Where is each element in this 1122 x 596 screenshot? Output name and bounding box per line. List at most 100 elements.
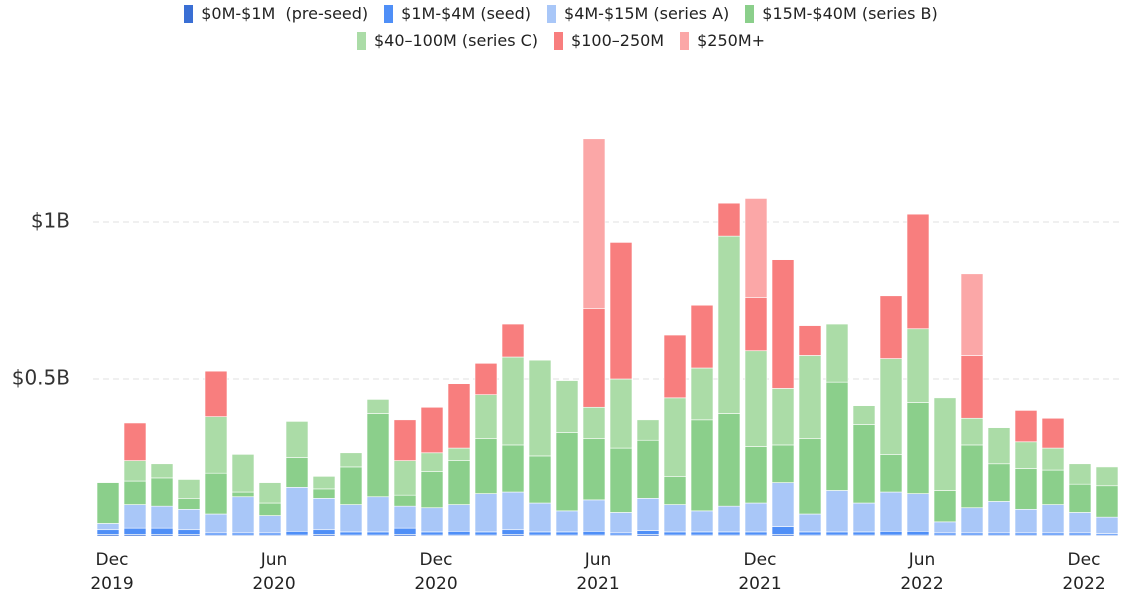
- bar-segment: [879, 530, 903, 536]
- bar-segment: [690, 367, 714, 421]
- legend-swatch: [547, 4, 557, 23]
- bar-segment: [933, 521, 957, 534]
- bar-segment: [987, 532, 1011, 536]
- bar-segment: [717, 505, 741, 533]
- bar-segment: [447, 530, 471, 536]
- bar-segment: [663, 397, 687, 477]
- bar-segment: [474, 362, 498, 395]
- bar-segment: [960, 273, 984, 356]
- bar-segment: [582, 530, 606, 536]
- bar-segment: [960, 507, 984, 534]
- bar-segment: [879, 491, 903, 532]
- bar-segment: [609, 378, 633, 449]
- x-tick-label: Jun 2022: [900, 550, 944, 594]
- bar-segment: [393, 419, 417, 461]
- bar-segment: [690, 419, 714, 512]
- bar-segment: [933, 397, 957, 491]
- bar-segment: [582, 406, 606, 439]
- bar-segment: [879, 358, 903, 455]
- bar-segment: [582, 308, 606, 408]
- bar-segment: [852, 502, 876, 533]
- bar-segment: [771, 482, 795, 527]
- bar-segment: [555, 432, 579, 512]
- bar-segment: [393, 527, 417, 535]
- bar-segment: [96, 482, 120, 524]
- bar-segment: [150, 477, 174, 507]
- bar-segment: [339, 466, 363, 505]
- bar-segment: [123, 527, 147, 535]
- bar-segment: [663, 531, 687, 536]
- bar-segment: [771, 444, 795, 483]
- bar-segment: [285, 487, 309, 532]
- bar-segment: [1014, 532, 1038, 536]
- bar-segment: [339, 452, 363, 468]
- bar-segment: [231, 454, 255, 493]
- bar-segment: [906, 402, 930, 494]
- bar-segment: [528, 359, 552, 457]
- bar-segment: [906, 530, 930, 536]
- bar-segment: [231, 496, 255, 534]
- bar-segment: [150, 463, 174, 479]
- bar-segment: [231, 532, 255, 536]
- legend-swatch: [680, 31, 690, 50]
- bar-segment: [771, 259, 795, 389]
- bar-segment: [906, 493, 930, 532]
- bar-segment: [528, 502, 552, 533]
- bar-segment: [177, 529, 201, 535]
- bar-segment: [744, 198, 768, 298]
- bar-segment: [879, 454, 903, 493]
- bar-segment: [501, 356, 525, 446]
- bar-segment: [258, 515, 282, 534]
- bar-segment: [609, 447, 633, 513]
- bar-segment: [906, 213, 930, 330]
- bar-segment: [501, 529, 525, 535]
- legend-item: $4M-$15M (series A): [547, 4, 729, 23]
- legend-item: $1M-$4M (seed): [384, 4, 531, 23]
- y-tick-label: $1B: [31, 209, 70, 233]
- bar-segment: [744, 350, 768, 447]
- legend-item: $15M-$40M (series B): [745, 4, 938, 23]
- bar-segment: [258, 532, 282, 536]
- bar-segment: [474, 531, 498, 536]
- bar-segment: [933, 490, 957, 523]
- legend-swatch: [554, 31, 564, 50]
- legend-label: $100–250M: [571, 31, 665, 50]
- x-tick-label: Jun 2021: [576, 550, 620, 594]
- bar-segment: [906, 328, 930, 403]
- bar-segment: [1095, 485, 1119, 518]
- bar-segment: [1095, 516, 1119, 534]
- bar-segment: [204, 513, 228, 534]
- legend-swatch: [184, 4, 194, 23]
- x-tick-label: Dec 2022: [1062, 550, 1106, 594]
- bar-segment: [474, 493, 498, 533]
- bar-segment: [987, 427, 1011, 465]
- bar-segment: [582, 499, 606, 532]
- bar-segment: [609, 532, 633, 536]
- legend-item: $250M+: [680, 31, 765, 50]
- bar-segment: [1041, 469, 1065, 505]
- legend-label: $250M+: [697, 31, 766, 50]
- bar-segment: [1068, 463, 1092, 485]
- bar-segment: [960, 417, 984, 446]
- x-tick-label: Dec 2019: [90, 550, 134, 594]
- bar-segment: [501, 491, 525, 531]
- bar-segment: [1068, 483, 1092, 513]
- legend-item: $40–100M (series C): [356, 31, 538, 50]
- bar-segment: [825, 531, 849, 536]
- bar-segment: [420, 531, 444, 536]
- bar-segment: [339, 504, 363, 533]
- bar-segment: [393, 494, 417, 507]
- bar-segment: [663, 334, 687, 399]
- bar-segment: [987, 501, 1011, 534]
- bar-segment: [177, 479, 201, 499]
- bar-segment: [555, 510, 579, 533]
- x-tick-label: Jun 2020: [252, 550, 296, 594]
- bar-segment: [960, 532, 984, 536]
- bar-segment: [960, 444, 984, 509]
- bar-segment: [582, 438, 606, 501]
- bar-segment: [312, 488, 336, 499]
- bar-segment: [690, 531, 714, 536]
- x-tick-label: Dec 2021: [738, 550, 782, 594]
